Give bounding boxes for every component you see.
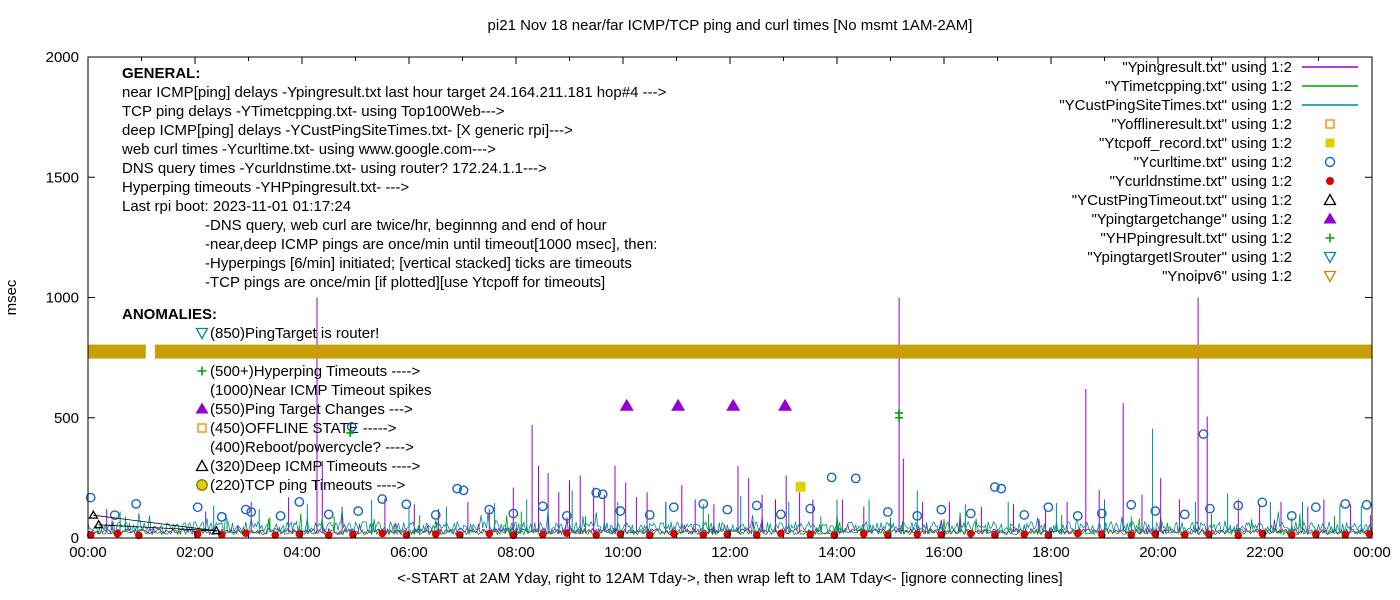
series-ping-target-change xyxy=(619,398,793,411)
general-line: DNS query times -Ycurldnstime.txt- using… xyxy=(122,160,547,177)
general-indented-line: -near,deep ICMP pings are once/min until… xyxy=(205,236,657,253)
x-axis-label: <-START at 2AM Yday, right to 12AM Tday-… xyxy=(397,570,1063,587)
x-tick-label: 06:00 xyxy=(390,544,428,561)
y-tick-label: 1500 xyxy=(46,169,79,186)
legend-label: "YCustPingSiteTimes.txt" using 1:2 xyxy=(1059,97,1292,114)
general-line: TCP ping delays -YTimetcpping.txt- using… xyxy=(122,103,505,120)
series-tcpoff-record xyxy=(795,481,806,492)
x-tick-label: 00:00 xyxy=(69,544,107,561)
x-tick-label: 12:00 xyxy=(711,544,749,561)
series-noipv6-band xyxy=(88,344,1372,359)
anomaly-item: (850)PingTarget is router! xyxy=(210,325,379,342)
legend-label: "Ytcpoff_record.txt" using 1:2 xyxy=(1099,135,1292,152)
chart-title: pi21 Nov 18 near/far ICMP/TCP ping and c… xyxy=(487,17,973,34)
series-curl-dns-time xyxy=(86,529,1374,540)
legend-label: "Ynoipv6" using 1:2 xyxy=(1162,268,1292,285)
anomaly-item: (550)Ping Target Changes ---> xyxy=(210,401,413,418)
series-custping-timeout xyxy=(88,509,222,535)
anomaly-item: (320)Deep ICMP Timeouts ----> xyxy=(210,458,420,475)
anomaly-item: (400)Reboot/powercycle? ----> xyxy=(210,439,414,456)
general-indented-line: -TCP pings are once/min [if plotted][use… xyxy=(205,274,605,291)
legend-label: "YTimetcpping.txt" using 1:2 xyxy=(1105,78,1292,95)
general-indented-line: -Hyperpings [6/min] initiated; [vertical… xyxy=(205,255,632,272)
y-tick-label: 1000 xyxy=(46,290,79,307)
general-annotations: GENERAL: near ICMP[ping] delays -Ypingres… xyxy=(121,65,667,291)
axes: 00:00 02:00 04:00 06:00 08:00 10:00 12:00 14:00… xyxy=(3,49,1391,561)
x-tick-label: 16:00 xyxy=(925,544,963,561)
y-tick-label: 2000 xyxy=(46,49,79,66)
anomaly-item: (1000)Near ICMP Timeout spikes xyxy=(210,382,431,399)
general-line: Hyperping timeouts -YHPpingresult.txt- -… xyxy=(122,179,409,196)
legend-label: "Ypingtargetchange" using 1:2 xyxy=(1091,211,1292,228)
anomaly-item: (450)OFFLINE STATE -----> xyxy=(210,420,397,437)
general-line: near ICMP[ping] delays -Ypingresult.txt … xyxy=(122,84,667,101)
x-tick-label: 14:00 xyxy=(818,544,856,561)
legend-label: "Ycurldnstime.txt" using 1:2 xyxy=(1110,173,1292,190)
anomaly-item: (500+)Hyperping Timeouts ----> xyxy=(210,363,420,380)
general-heading: GENERAL: xyxy=(122,65,200,82)
x-tick-label: 10:00 xyxy=(604,544,642,561)
x-tick-label: 20:00 xyxy=(1139,544,1177,561)
anomalies-annotations: ANOMALIES: (850)PingTarget is router! (500… xyxy=(122,306,431,494)
x-tick-label: 22:00 xyxy=(1246,544,1284,561)
legend-label: "Ypingresult.txt" using 1:2 xyxy=(1122,59,1292,76)
x-tick-label: 00:00 xyxy=(1353,544,1391,561)
general-line: Last rpi boot: 2023-11-01 01:17:24 xyxy=(122,198,351,215)
general-line: web curl times -Ycurltime.txt- using www… xyxy=(121,141,496,158)
legend-label: "YCustPingTimeout.txt" using 1:2 xyxy=(1072,192,1292,209)
legend-label: "Yofflineresult.txt" using 1:2 xyxy=(1111,116,1292,133)
y-tick-label: 500 xyxy=(54,410,79,427)
general-indented-line: -DNS query, web curl are twice/hr, begin… xyxy=(205,217,607,234)
x-tick-label: 04:00 xyxy=(283,544,321,561)
legend: "Ypingresult.txt" using 1:2 "YTimetcpping… xyxy=(1059,59,1358,285)
y-tick-label: 0 xyxy=(71,530,79,547)
series-hp-ping xyxy=(346,408,904,437)
legend-label: "YHPpingresult.txt" using 1:2 xyxy=(1100,230,1292,247)
anomalies-heading: ANOMALIES: xyxy=(122,306,217,323)
x-tick-label: 02:00 xyxy=(176,544,214,561)
series-curl-time xyxy=(85,421,1372,522)
anomaly-item: (220)TCP ping Timeouts ----> xyxy=(210,477,405,494)
legend-label: "YpingtargetISrouter" using 1:2 xyxy=(1087,249,1292,266)
legend-label: "Ycurltime.txt" using 1:2 xyxy=(1134,154,1292,171)
x-tick-label: 08:00 xyxy=(497,544,535,561)
general-line: deep ICMP[ping] delays -YCustPingSiteTim… xyxy=(122,122,573,139)
y-axis-title: msec xyxy=(3,279,20,315)
x-tick-label: 18:00 xyxy=(1032,544,1070,561)
